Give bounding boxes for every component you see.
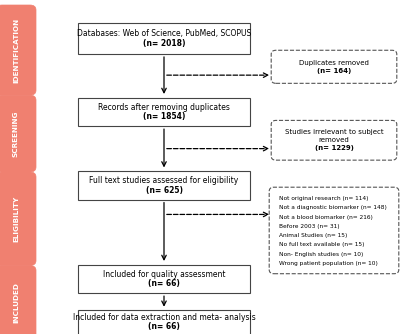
Text: (n= 2018): (n= 2018) <box>143 39 185 47</box>
Text: (n= 1854): (n= 1854) <box>143 112 185 121</box>
Text: Not original research (n= 114): Not original research (n= 114) <box>279 196 368 201</box>
Text: Records after removing duplicates: Records after removing duplicates <box>98 103 230 112</box>
Text: Included for data extraction and meta- analysis: Included for data extraction and meta- a… <box>73 313 255 322</box>
Text: (n= 66): (n= 66) <box>148 279 180 288</box>
Text: Wrong patient population (n= 10): Wrong patient population (n= 10) <box>279 261 378 266</box>
Text: Studies irrelevant to subject: Studies irrelevant to subject <box>285 129 383 135</box>
Text: INCLUDED: INCLUDED <box>13 282 19 323</box>
Bar <box>78 22 250 54</box>
FancyBboxPatch shape <box>269 187 399 274</box>
Text: Not a blood biomarker (n= 216): Not a blood biomarker (n= 216) <box>279 214 373 219</box>
Text: Duplicates removed: Duplicates removed <box>299 60 369 65</box>
Bar <box>78 98 250 126</box>
Text: (n= 1229): (n= 1229) <box>314 145 354 151</box>
Text: Animal Studies (n= 15): Animal Studies (n= 15) <box>279 233 347 238</box>
Text: (n= 625): (n= 625) <box>146 186 182 194</box>
Text: (n= 164): (n= 164) <box>317 68 351 74</box>
FancyBboxPatch shape <box>271 121 397 160</box>
Text: (n= 66): (n= 66) <box>148 323 180 331</box>
Text: Before 2003 (n= 31): Before 2003 (n= 31) <box>279 224 340 229</box>
Bar <box>78 171 250 199</box>
Text: Included for quality assessment: Included for quality assessment <box>103 270 225 279</box>
Text: Databases: Web of Science, PubMed, SCOPUS: Databases: Web of Science, PubMed, SCOPU… <box>77 29 251 38</box>
FancyBboxPatch shape <box>271 50 397 83</box>
FancyBboxPatch shape <box>0 172 36 266</box>
FancyBboxPatch shape <box>0 95 36 172</box>
FancyBboxPatch shape <box>0 5 36 95</box>
Text: SCREENING: SCREENING <box>13 110 19 157</box>
Text: Not a diagnostic biomarker (n= 148): Not a diagnostic biomarker (n= 148) <box>279 205 387 210</box>
Text: Non- English studies (n= 10): Non- English studies (n= 10) <box>279 252 363 257</box>
FancyBboxPatch shape <box>0 266 36 334</box>
Text: No full text available (n= 15): No full text available (n= 15) <box>279 242 364 247</box>
Bar <box>78 310 250 334</box>
Text: IDENTIFICATION: IDENTIFICATION <box>13 18 19 82</box>
Bar <box>78 265 250 293</box>
Text: removed: removed <box>319 137 349 143</box>
Text: ELIGIBILITY: ELIGIBILITY <box>13 196 19 242</box>
Text: Full text studies assessed for eligibility: Full text studies assessed for eligibili… <box>89 176 239 185</box>
